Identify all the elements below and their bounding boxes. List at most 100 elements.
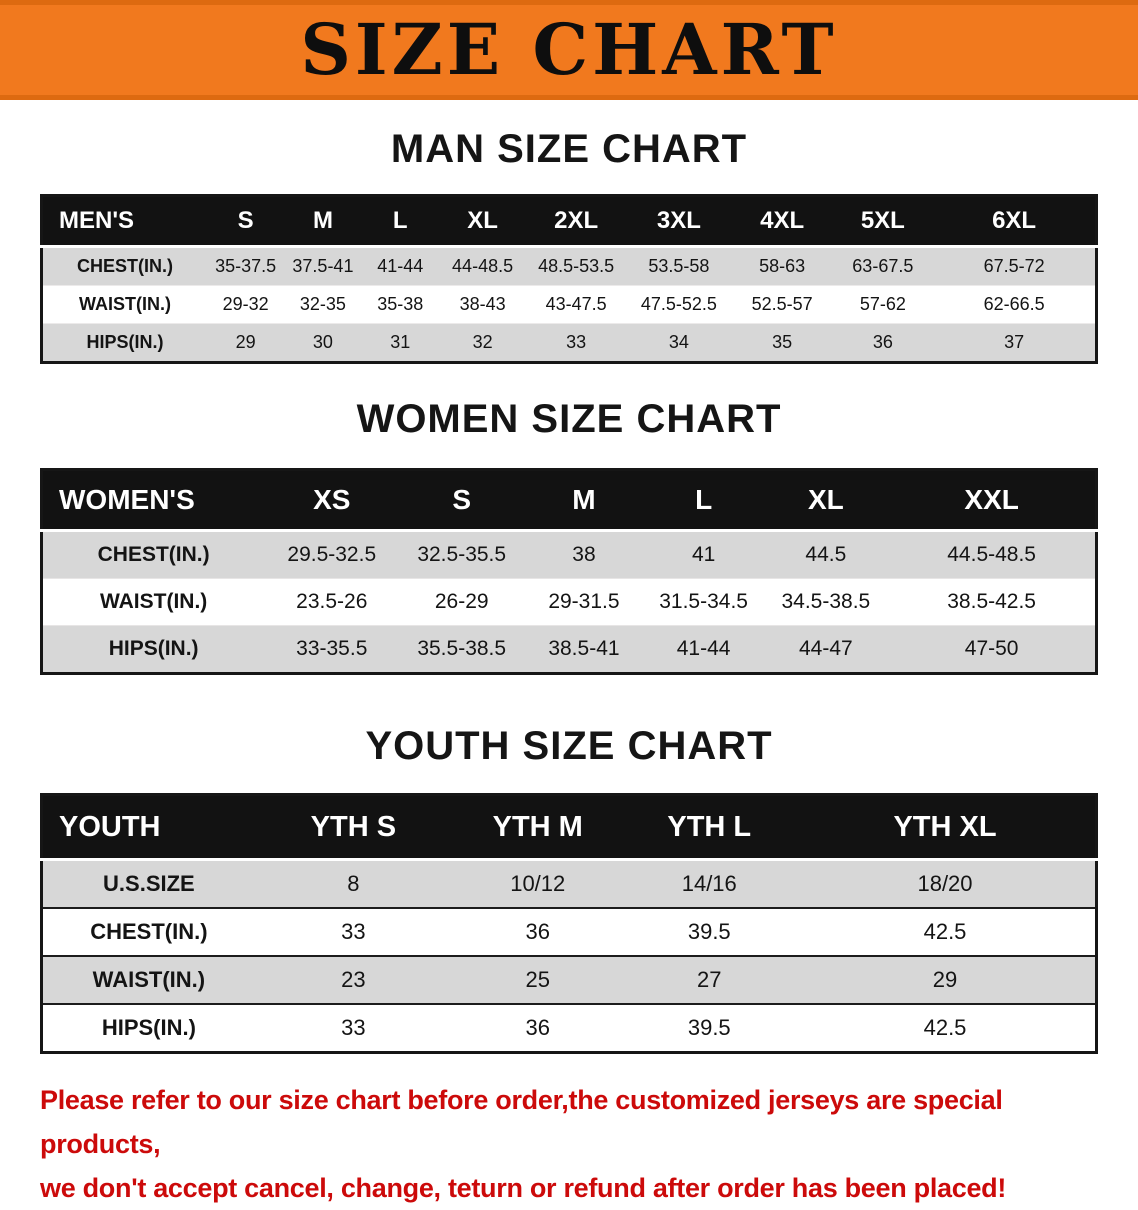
table-row: U.S.SIZE 8 10/12 14/16 18/20 <box>41 859 1097 908</box>
table-title-cell: YOUTH <box>41 794 255 861</box>
size-value-cell: 23 <box>254 955 452 1004</box>
row-label: WAIST(IN.) <box>41 285 208 324</box>
size-value-cell: 42.5 <box>795 907 1097 956</box>
size-value-cell: 25 <box>451 955 624 1004</box>
size-value-cell: 33 <box>254 1003 452 1053</box>
women-size-table: WOMEN'S XS S M L XL XXL CHEST(IN.) 29.5-32.5 32.5… <box>40 468 1098 675</box>
size-value-cell: 38.5-41 <box>524 625 644 674</box>
size-column-header: YTH L <box>623 794 796 861</box>
row-label: WAIST(IN.) <box>41 578 265 626</box>
size-column-header: 4XL <box>731 195 833 248</box>
size-value-cell: 38.5-42.5 <box>888 578 1097 626</box>
size-value-cell: 29.5-32.5 <box>264 530 400 579</box>
size-column-header: S <box>399 469 525 532</box>
size-value-cell: 26-29 <box>399 578 525 626</box>
size-column-header: S <box>207 195 285 248</box>
size-column-header: 5XL <box>832 195 934 248</box>
size-value-cell: 14/16 <box>623 859 796 908</box>
size-value-cell: 44.5 <box>763 530 889 579</box>
size-value-cell: 34 <box>625 323 732 363</box>
row-label: CHEST(IN.) <box>41 907 255 956</box>
size-column-header: M <box>524 469 644 532</box>
size-value-cell: 35-38 <box>361 285 439 324</box>
size-value-cell: 47.5-52.5 <box>625 285 732 324</box>
size-value-cell: 44-47 <box>763 625 889 674</box>
size-value-cell: 32 <box>438 323 527 363</box>
size-value-cell: 35-37.5 <box>207 246 285 286</box>
youth-size-table: YOUTH YTH S YTH M YTH L YTH XL U.S.SIZE 8 10/12… <box>40 793 1098 1054</box>
size-column-header: 6XL <box>933 195 1097 248</box>
size-value-cell: 32.5-35.5 <box>399 530 525 579</box>
men-section-heading: MAN SIZE CHART <box>390 127 748 171</box>
disclaimer: Please refer to our size chart before or… <box>40 1078 1100 1210</box>
table-row: HIPS(IN.) 29 30 31 32 33 34 35 36 37 <box>41 323 1097 363</box>
men-size-table: MEN'S S M L XL 2XL 3XL 4XL 5XL 6XL CHEST(IN.) 35-37… <box>40 194 1098 364</box>
size-value-cell: 36 <box>451 1003 624 1053</box>
size-value-cell: 33 <box>526 323 626 363</box>
table-row: WAIST(IN.) 23.5-26 26-29 29-31.5 31.5-34.5 34… <box>41 578 1097 626</box>
size-value-cell: 44-48.5 <box>438 246 527 286</box>
size-value-cell: 29 <box>207 323 285 363</box>
table-row: WAIST(IN.) 23 25 27 29 <box>41 955 1097 1004</box>
size-value-cell: 31.5-34.5 <box>643 578 764 626</box>
table-row: HIPS(IN.) 33-35.5 35.5-38.5 38.5-41 41-44 44-… <box>41 625 1097 674</box>
women-section-heading: WOMEN SIZE CHART <box>356 397 782 441</box>
row-label: HIPS(IN.) <box>41 1003 255 1053</box>
size-value-cell: 31 <box>361 323 439 363</box>
size-value-cell: 58-63 <box>731 246 833 286</box>
size-value-cell: 38 <box>524 530 644 579</box>
size-value-cell: 23.5-26 <box>264 578 400 626</box>
size-value-cell: 38-43 <box>438 285 527 324</box>
size-value-cell: 29 <box>795 955 1097 1004</box>
size-value-cell: 18/20 <box>795 859 1097 908</box>
size-value-cell: 42.5 <box>795 1003 1097 1053</box>
size-value-cell: 57-62 <box>832 285 934 324</box>
size-value-cell: 67.5-72 <box>933 246 1097 286</box>
size-value-cell: 44.5-48.5 <box>888 530 1097 579</box>
size-value-cell: 35 <box>731 323 833 363</box>
size-value-cell: 32-35 <box>284 285 362 324</box>
size-value-cell: 48.5-53.5 <box>526 246 626 286</box>
size-value-cell: 27 <box>623 955 796 1004</box>
size-value-cell: 34.5-38.5 <box>763 578 889 626</box>
size-column-header: 3XL <box>625 195 732 248</box>
size-column-header: 2XL <box>526 195 626 248</box>
size-column-header: M <box>284 195 362 248</box>
size-column-header: XL <box>438 195 527 248</box>
size-value-cell: 63-67.5 <box>832 246 934 286</box>
table-title-cell: MEN'S <box>41 195 208 248</box>
size-value-cell: 29-32 <box>207 285 285 324</box>
size-value-cell: 35.5-38.5 <box>399 625 525 674</box>
header-row: YOUTH YTH S YTH M YTH L YTH XL <box>41 794 1097 861</box>
table-row: CHEST(IN.) 33 36 39.5 42.5 <box>41 907 1097 956</box>
table-row: HIPS(IN.) 33 36 39.5 42.5 <box>41 1003 1097 1053</box>
size-value-cell: 37 <box>933 323 1097 363</box>
size-value-cell: 36 <box>832 323 934 363</box>
size-value-cell: 53.5-58 <box>625 246 732 286</box>
row-label: U.S.SIZE <box>41 859 255 908</box>
size-column-header: YTH S <box>254 794 452 861</box>
youth-section-heading: YOUTH SIZE CHART <box>365 724 773 768</box>
size-value-cell: 41 <box>643 530 764 579</box>
size-column-header: YTH XL <box>795 794 1097 861</box>
size-column-header: L <box>361 195 439 248</box>
row-label: CHEST(IN.) <box>41 530 265 579</box>
size-value-cell: 8 <box>254 859 452 908</box>
size-value-cell: 37.5-41 <box>284 246 362 286</box>
banner-title: SIZE CHART <box>300 8 838 91</box>
size-column-header: XS <box>264 469 400 532</box>
table-row: CHEST(IN.) 35-37.5 37.5-41 41-44 44-48.5 48.5… <box>41 246 1097 286</box>
size-value-cell: 39.5 <box>623 907 796 956</box>
row-label: CHEST(IN.) <box>41 246 208 286</box>
size-value-cell: 52.5-57 <box>731 285 833 324</box>
row-label: HIPS(IN.) <box>41 323 208 363</box>
size-value-cell: 33-35.5 <box>264 625 400 674</box>
size-value-cell: 10/12 <box>451 859 624 908</box>
table-row: WAIST(IN.) 29-32 32-35 35-38 38-43 43-47.5 47.… <box>41 285 1097 324</box>
size-column-header: YTH M <box>451 794 624 861</box>
size-column-header: XL <box>763 469 889 532</box>
header-row: WOMEN'S XS S M L XL XXL <box>41 469 1097 532</box>
size-value-cell: 47-50 <box>888 625 1097 674</box>
size-value-cell: 43-47.5 <box>526 285 626 324</box>
